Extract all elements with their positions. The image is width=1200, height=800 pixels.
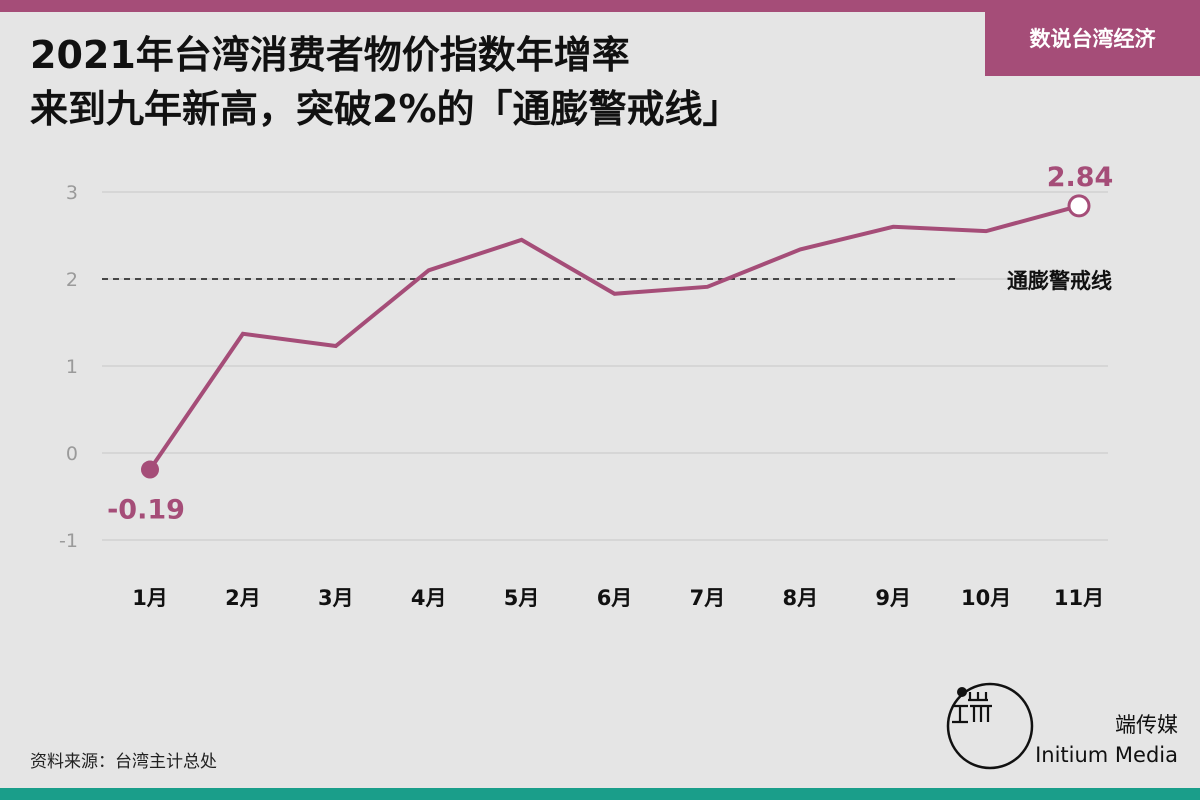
x-tick-label: 5月 — [504, 586, 540, 610]
x-tick-label: 7月 — [690, 586, 726, 610]
x-tick-label: 10月 — [961, 586, 1011, 610]
x-tick-label: 4月 — [411, 586, 447, 610]
reference-line-group: 通膨警戒线 — [102, 269, 1112, 293]
grid-lines — [102, 191, 1108, 541]
logo-text-en: Initium Media — [1035, 743, 1178, 767]
y-tick-label: 0 — [66, 443, 78, 465]
y-axis-ticks: 3 2 1 0 -1 — [59, 182, 78, 552]
data-point-marker — [1067, 194, 1091, 218]
series-markers: -0.19 2.84 — [107, 162, 1113, 526]
x-tick-label: 6月 — [597, 586, 633, 610]
x-axis-ticks: 1月 2月 3月 4月 5月 6月 7月 8月 9月 10月 11月 — [132, 586, 1104, 610]
x-tick-label: 8月 — [782, 586, 818, 610]
series-line-group — [148, 203, 1080, 471]
y-tick-label: 3 — [66, 182, 78, 204]
data-point-marker — [141, 460, 159, 479]
y-tick-label: 1 — [66, 356, 78, 378]
x-tick-label: 9月 — [875, 586, 911, 610]
reference-line-label: 通膨警戒线 — [1007, 269, 1112, 293]
chart-title-line-1: 2021年台湾消费者物价指数年增率 — [30, 33, 630, 77]
logo-text-cn: 端传媒 — [1115, 713, 1178, 737]
initium-logo-icon — [946, 682, 1034, 770]
brand-tab: 数说台湾经济 — [985, 0, 1200, 76]
source-note: 资料来源：台湾主计总处 — [30, 752, 217, 772]
x-tick-label: 3月 — [318, 586, 354, 610]
x-tick-label: 11月 — [1054, 586, 1104, 610]
y-tick-label: -1 — [59, 530, 78, 552]
chart-title-line-2: 来到九年新高，突破2%的「通膨警戒线」 — [30, 87, 741, 131]
bottom-accent-bar — [0, 788, 1200, 800]
data-label: -0.19 — [107, 495, 185, 526]
logo-text: 端传媒 Initium Media — [1035, 710, 1178, 770]
chart-title: 2021年台湾消费者物价指数年增率 来到九年新高，突破2%的「通膨警戒线」 — [30, 28, 970, 136]
data-label: 2.84 — [1047, 162, 1114, 193]
x-tick-label: 1月 — [132, 586, 168, 610]
series-line — [148, 203, 1080, 471]
y-tick-label: 2 — [66, 269, 78, 291]
x-tick-label: 2月 — [225, 586, 261, 610]
top-accent-bar — [0, 0, 1200, 12]
